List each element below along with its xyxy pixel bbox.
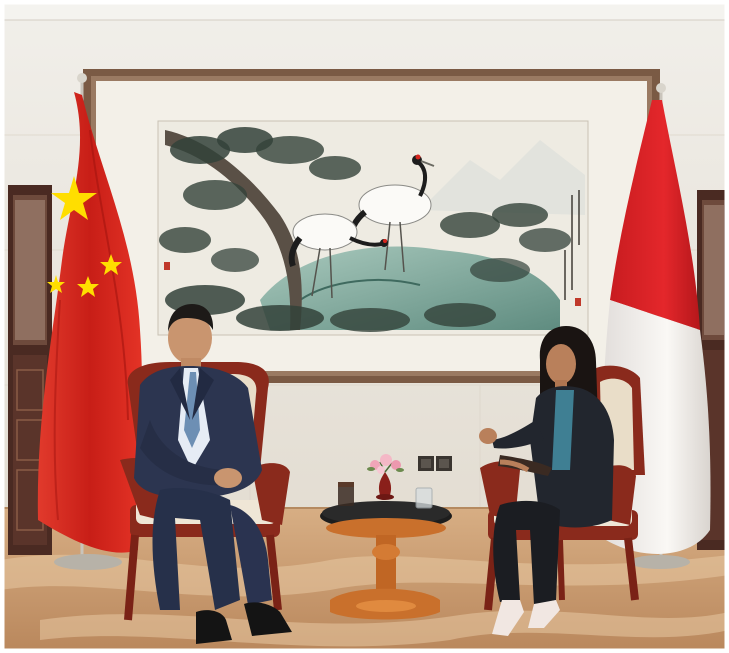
china-flag-large-star: [51, 176, 97, 220]
round-coffee-table: [320, 501, 452, 620]
artist-seal: [575, 298, 581, 306]
painted-pine-trees: [159, 127, 571, 332]
flower-vase: [367, 454, 404, 500]
water-glass: [338, 482, 433, 509]
red-crowned-cranes: [288, 154, 435, 299]
wall-power-outlet: [418, 456, 452, 471]
china-flag: [37, 73, 143, 570]
ceiling-strip: [0, 0, 729, 20]
man-in-navy-suit: [134, 304, 292, 644]
calligraphy-inscription: [564, 190, 580, 300]
woman-in-dark-blazer: [479, 326, 614, 636]
